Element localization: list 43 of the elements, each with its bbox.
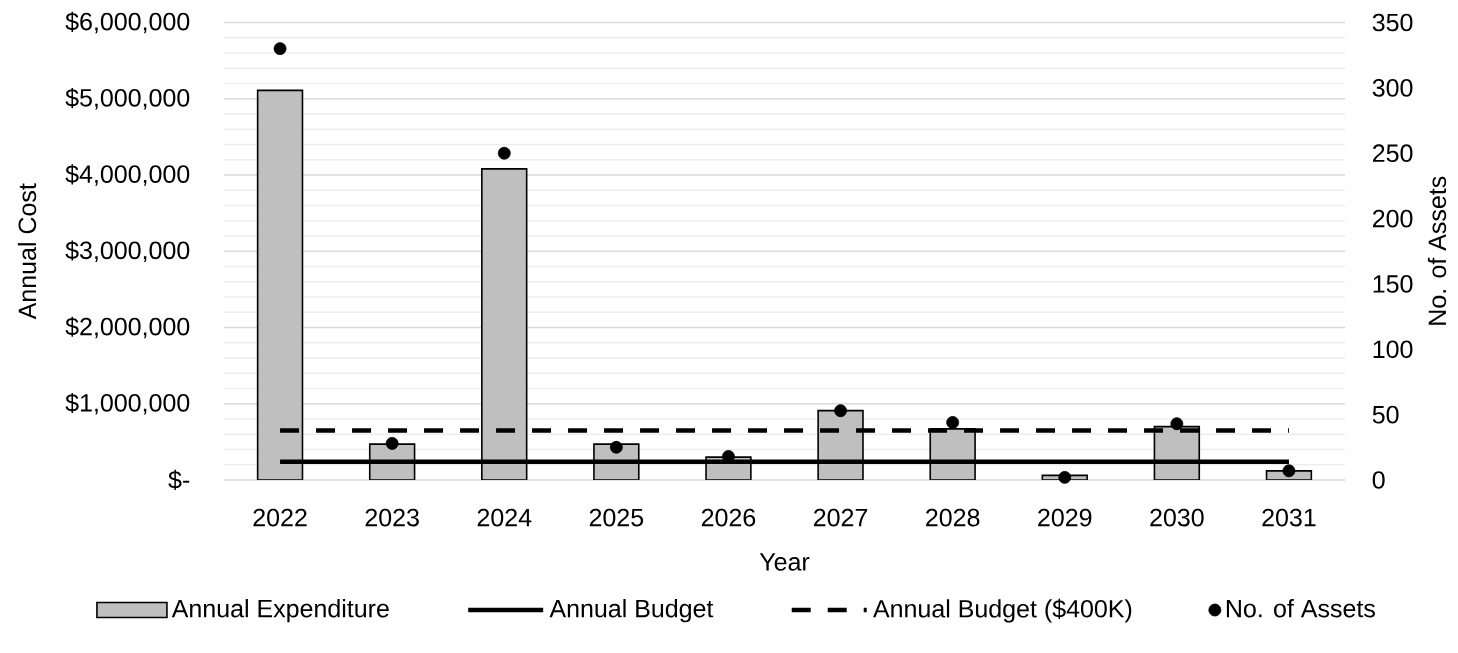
point bbox=[946, 416, 960, 429]
y2-tick-label: 350 bbox=[1372, 13, 1413, 32]
y2-axis-title: No. of Assets bbox=[1427, 176, 1447, 325]
bar bbox=[481, 168, 528, 480]
x-tick-label: 2027 bbox=[814, 508, 868, 527]
point bbox=[1170, 417, 1184, 431]
point bbox=[385, 436, 399, 450]
x-axis-title: Year bbox=[759, 553, 810, 571]
point bbox=[273, 42, 287, 56]
y2-tick-label: 200 bbox=[1372, 209, 1413, 228]
y2-tick-label: 0 bbox=[1372, 471, 1385, 489]
x-tick-label: 2025 bbox=[589, 508, 644, 527]
point bbox=[609, 440, 623, 454]
y-tick-label: $1,000,000 bbox=[65, 392, 190, 415]
legend-label: No. of Assets bbox=[1226, 599, 1375, 618]
y2-tick-label: 50 bbox=[1372, 405, 1399, 424]
legend-label: Annual Budget ($400K) bbox=[873, 598, 1132, 623]
x-tick-label: 2028 bbox=[926, 508, 980, 527]
x-tick-label: 2029 bbox=[1038, 508, 1092, 527]
y-tick-label: $4,000,000 bbox=[65, 164, 190, 186]
x-tick-label: 2023 bbox=[365, 508, 419, 527]
x-tick-label: 2026 bbox=[701, 508, 756, 527]
y-tick-label: $3,000,000 bbox=[65, 240, 190, 263]
point bbox=[834, 404, 847, 418]
y-tick-label: $6,000,000 bbox=[65, 11, 190, 34]
y-axis-title: Annual Cost bbox=[17, 183, 37, 320]
y-tick-label: $5,000,000 bbox=[65, 87, 190, 110]
y2-tick-label: 250 bbox=[1372, 144, 1413, 163]
x-tick-label: 2030 bbox=[1150, 508, 1204, 527]
x-tick-label: 2031 bbox=[1262, 508, 1316, 527]
y2-tick-label: 300 bbox=[1372, 79, 1413, 97]
legend-label: Annual Budget bbox=[549, 599, 714, 623]
y-tick-label: $- bbox=[168, 469, 190, 491]
x-tick-label: 2022 bbox=[253, 508, 307, 527]
point bbox=[1058, 470, 1072, 484]
y-tick-label: $2,000,000 bbox=[65, 316, 190, 339]
y2-tick-label: 150 bbox=[1373, 275, 1413, 293]
bar bbox=[256, 89, 304, 480]
point bbox=[497, 146, 511, 160]
y2-tick-label: 100 bbox=[1373, 340, 1413, 359]
x-tick-label: 2024 bbox=[477, 508, 532, 527]
legend-label: Annual Expenditure bbox=[171, 599, 389, 623]
point bbox=[1282, 464, 1296, 478]
